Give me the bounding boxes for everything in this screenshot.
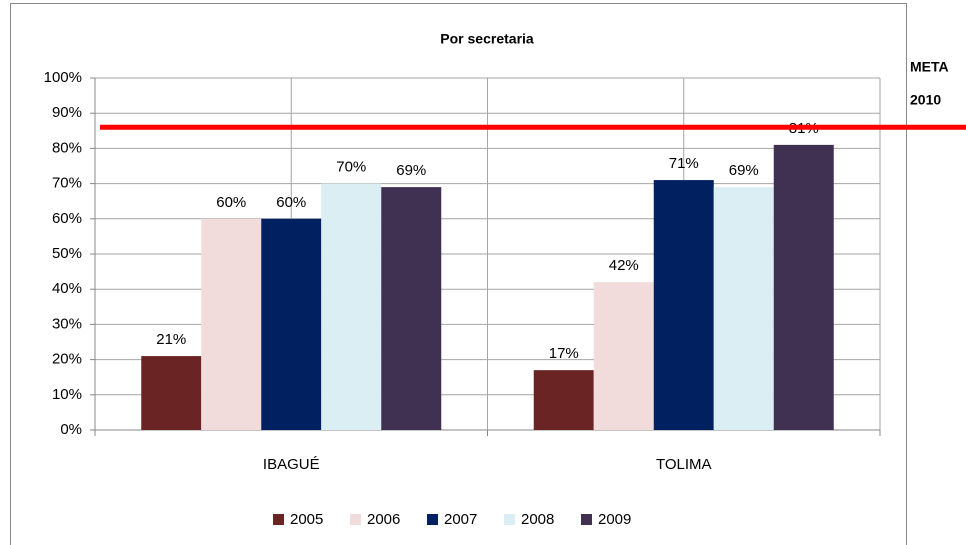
legend-swatch xyxy=(504,514,515,525)
bar xyxy=(773,144,834,430)
chart-title: Por secretaria xyxy=(440,31,534,47)
legend-label: 2008 xyxy=(521,511,554,528)
legend-label: 2009 xyxy=(598,511,631,528)
reference-label: META xyxy=(910,59,949,75)
y-tick-label: 30% xyxy=(52,315,82,332)
y-tick-label: 20% xyxy=(52,351,82,368)
bar xyxy=(533,370,594,430)
y-tick-label: 50% xyxy=(52,245,82,262)
data-label: 69% xyxy=(396,162,426,179)
data-label: 60% xyxy=(216,194,246,211)
legend-label: 2006 xyxy=(367,511,400,528)
y-tick-label: 90% xyxy=(52,104,82,121)
bar xyxy=(593,282,654,430)
bar xyxy=(321,183,382,430)
data-label: 70% xyxy=(336,159,366,176)
y-tick-label: 40% xyxy=(52,280,82,297)
bar xyxy=(261,218,322,430)
bar xyxy=(201,218,262,430)
bar xyxy=(381,187,442,430)
legend-swatch xyxy=(427,514,438,525)
y-tick-label: 10% xyxy=(52,386,82,403)
data-label: 21% xyxy=(156,331,186,348)
data-label: 42% xyxy=(609,257,639,274)
legend-swatch xyxy=(350,514,361,525)
y-tick-label: 0% xyxy=(60,421,82,438)
y-tick-label: 80% xyxy=(52,139,82,156)
y-tick-label: 70% xyxy=(52,175,82,192)
y-tick-label: 100% xyxy=(44,69,82,86)
legend-swatch xyxy=(273,514,284,525)
data-label: 71% xyxy=(669,155,699,172)
legend-swatch xyxy=(581,514,592,525)
y-tick-label: 60% xyxy=(52,210,82,227)
data-label: 17% xyxy=(549,345,579,362)
bar xyxy=(713,187,774,430)
x-tick-label: TOLIMA xyxy=(656,456,712,473)
bar xyxy=(141,356,202,430)
x-tick-label: IBAGUÉ xyxy=(263,456,320,473)
legend-label: 2007 xyxy=(444,511,477,528)
bar xyxy=(653,180,714,430)
reference-label: 2010 xyxy=(910,92,941,108)
legend-label: 2005 xyxy=(290,511,323,528)
data-label: 60% xyxy=(276,194,306,211)
data-label: 69% xyxy=(729,162,759,179)
